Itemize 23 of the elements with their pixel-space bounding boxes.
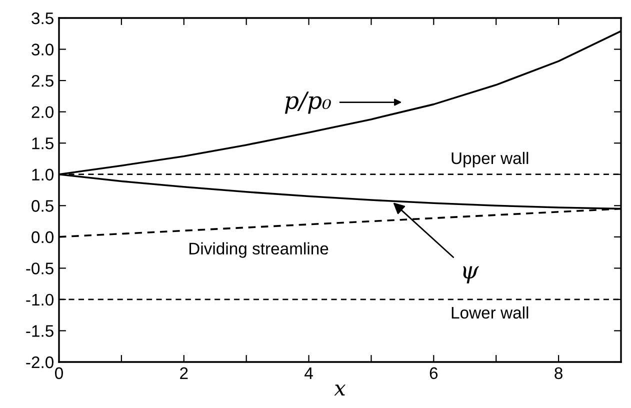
y-tick-label: -1.0: [26, 294, 54, 306]
y-tick-label: 2.5: [32, 74, 54, 87]
x-tick-label: 6: [430, 367, 438, 380]
y-tick-label: 1.5: [32, 138, 54, 150]
y-tick-label: 0.0: [32, 231, 54, 244]
x-tick-label: 0: [55, 367, 63, 380]
x-tick-label: 2: [180, 367, 188, 379]
y-tick-label: 3.5: [32, 12, 54, 24]
y-tick-label: 3.0: [32, 44, 54, 56]
y-tick-label: 0.5: [32, 200, 54, 212]
y-tick-label: 2.0: [32, 106, 54, 118]
y-tick-label: -1.5: [26, 325, 54, 337]
y-tick-label: -0.5: [26, 262, 54, 274]
ref-line-label: Upper wall: [452, 152, 528, 168]
y-tick-label: 1.0: [32, 168, 54, 181]
x-axis-title: x: [334, 384, 346, 396]
x-tick-label: 4: [304, 367, 313, 379]
x-tick-label: 8: [554, 367, 562, 380]
y-tick-label: -2.0: [26, 356, 54, 368]
annotation: ψ: [463, 266, 479, 284]
annotation: p/p₀: [284, 92, 331, 114]
annotation: Dividing streamline: [189, 242, 328, 258]
ref-line-label: Lower wall: [452, 306, 528, 319]
